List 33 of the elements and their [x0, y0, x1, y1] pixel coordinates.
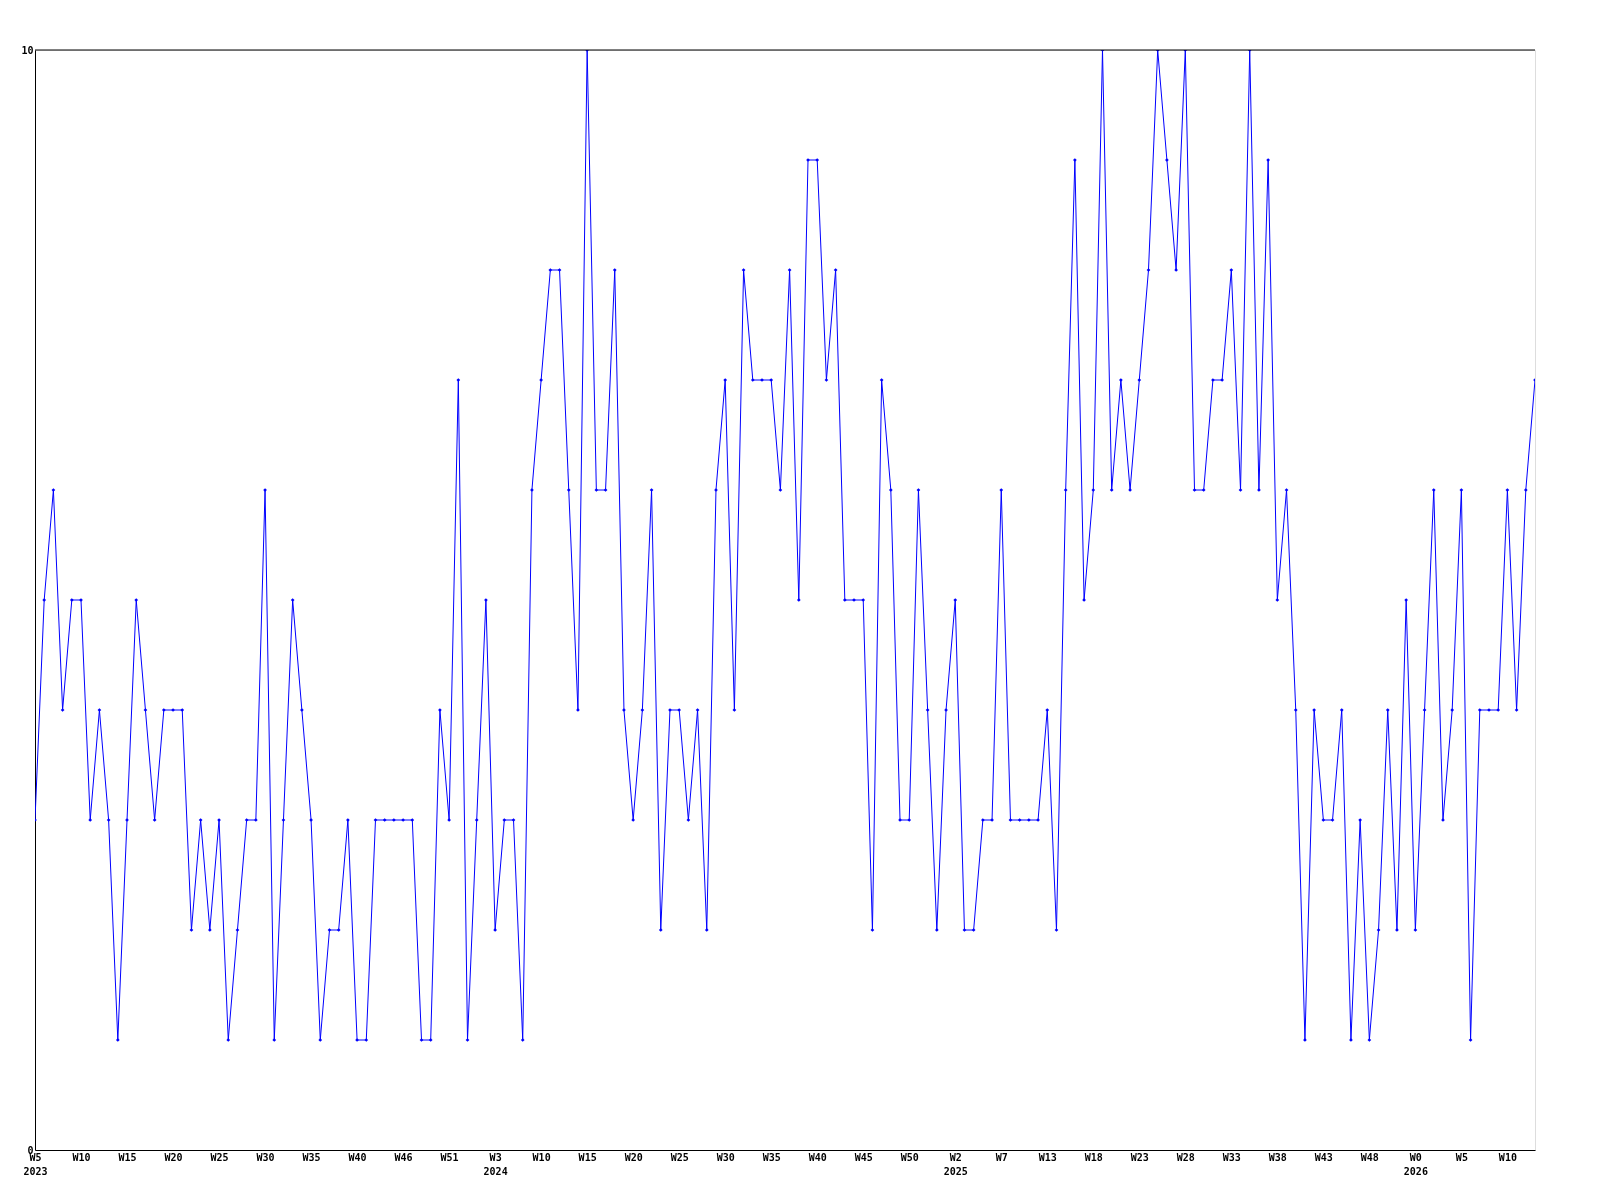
x-tick-label: W40 — [808, 1151, 827, 1163]
x-tick-label: W15 — [118, 1151, 137, 1163]
x-tick-label: W7 — [995, 1151, 1008, 1163]
x-tick-label: W20 — [624, 1151, 643, 1163]
x-tick-label: W45 — [854, 1151, 873, 1163]
x-tick-label: W13 — [1038, 1151, 1057, 1163]
x-tick-label: W10 — [1498, 1151, 1517, 1163]
x-tick-label: W28 — [1176, 1151, 1195, 1163]
x-tick-label: W35 — [302, 1151, 321, 1163]
x-tick-label: W5 — [1455, 1151, 1468, 1163]
x-tick-label: W33 — [1222, 1151, 1241, 1163]
x-tick-label: W40 — [348, 1151, 367, 1163]
x-tick-label: W48 — [1360, 1151, 1379, 1163]
x-tick-label: W3 2024 — [483, 1151, 508, 1177]
x-tick-label: W10 — [72, 1151, 91, 1163]
x-tick-label: W38 — [1268, 1151, 1287, 1163]
x-tick-label: W20 — [164, 1151, 183, 1163]
x-tick-label: W18 — [1084, 1151, 1103, 1163]
x-tick-label: W51 — [440, 1151, 459, 1163]
x-tick-label: W50 — [900, 1151, 919, 1163]
y-tick-label: 10 — [21, 44, 34, 56]
x-tick-label: W25 — [210, 1151, 229, 1163]
x-tick-label: W23 — [1130, 1151, 1149, 1163]
x-tick-label: W25 — [670, 1151, 689, 1163]
x-tick-label: W46 — [394, 1151, 413, 1163]
x-tick-label: W10 — [532, 1151, 551, 1163]
x-tick-label: W43 — [1314, 1151, 1333, 1163]
x-tick-label: W35 — [762, 1151, 781, 1163]
x-tick-label: W15 — [578, 1151, 597, 1163]
x-tick-label: W30 — [256, 1151, 275, 1163]
x-tick-label: W30 — [716, 1151, 735, 1163]
x-tick-label: W2 2025 — [943, 1151, 968, 1177]
x-tick-label: W0 2026 — [1403, 1151, 1428, 1177]
